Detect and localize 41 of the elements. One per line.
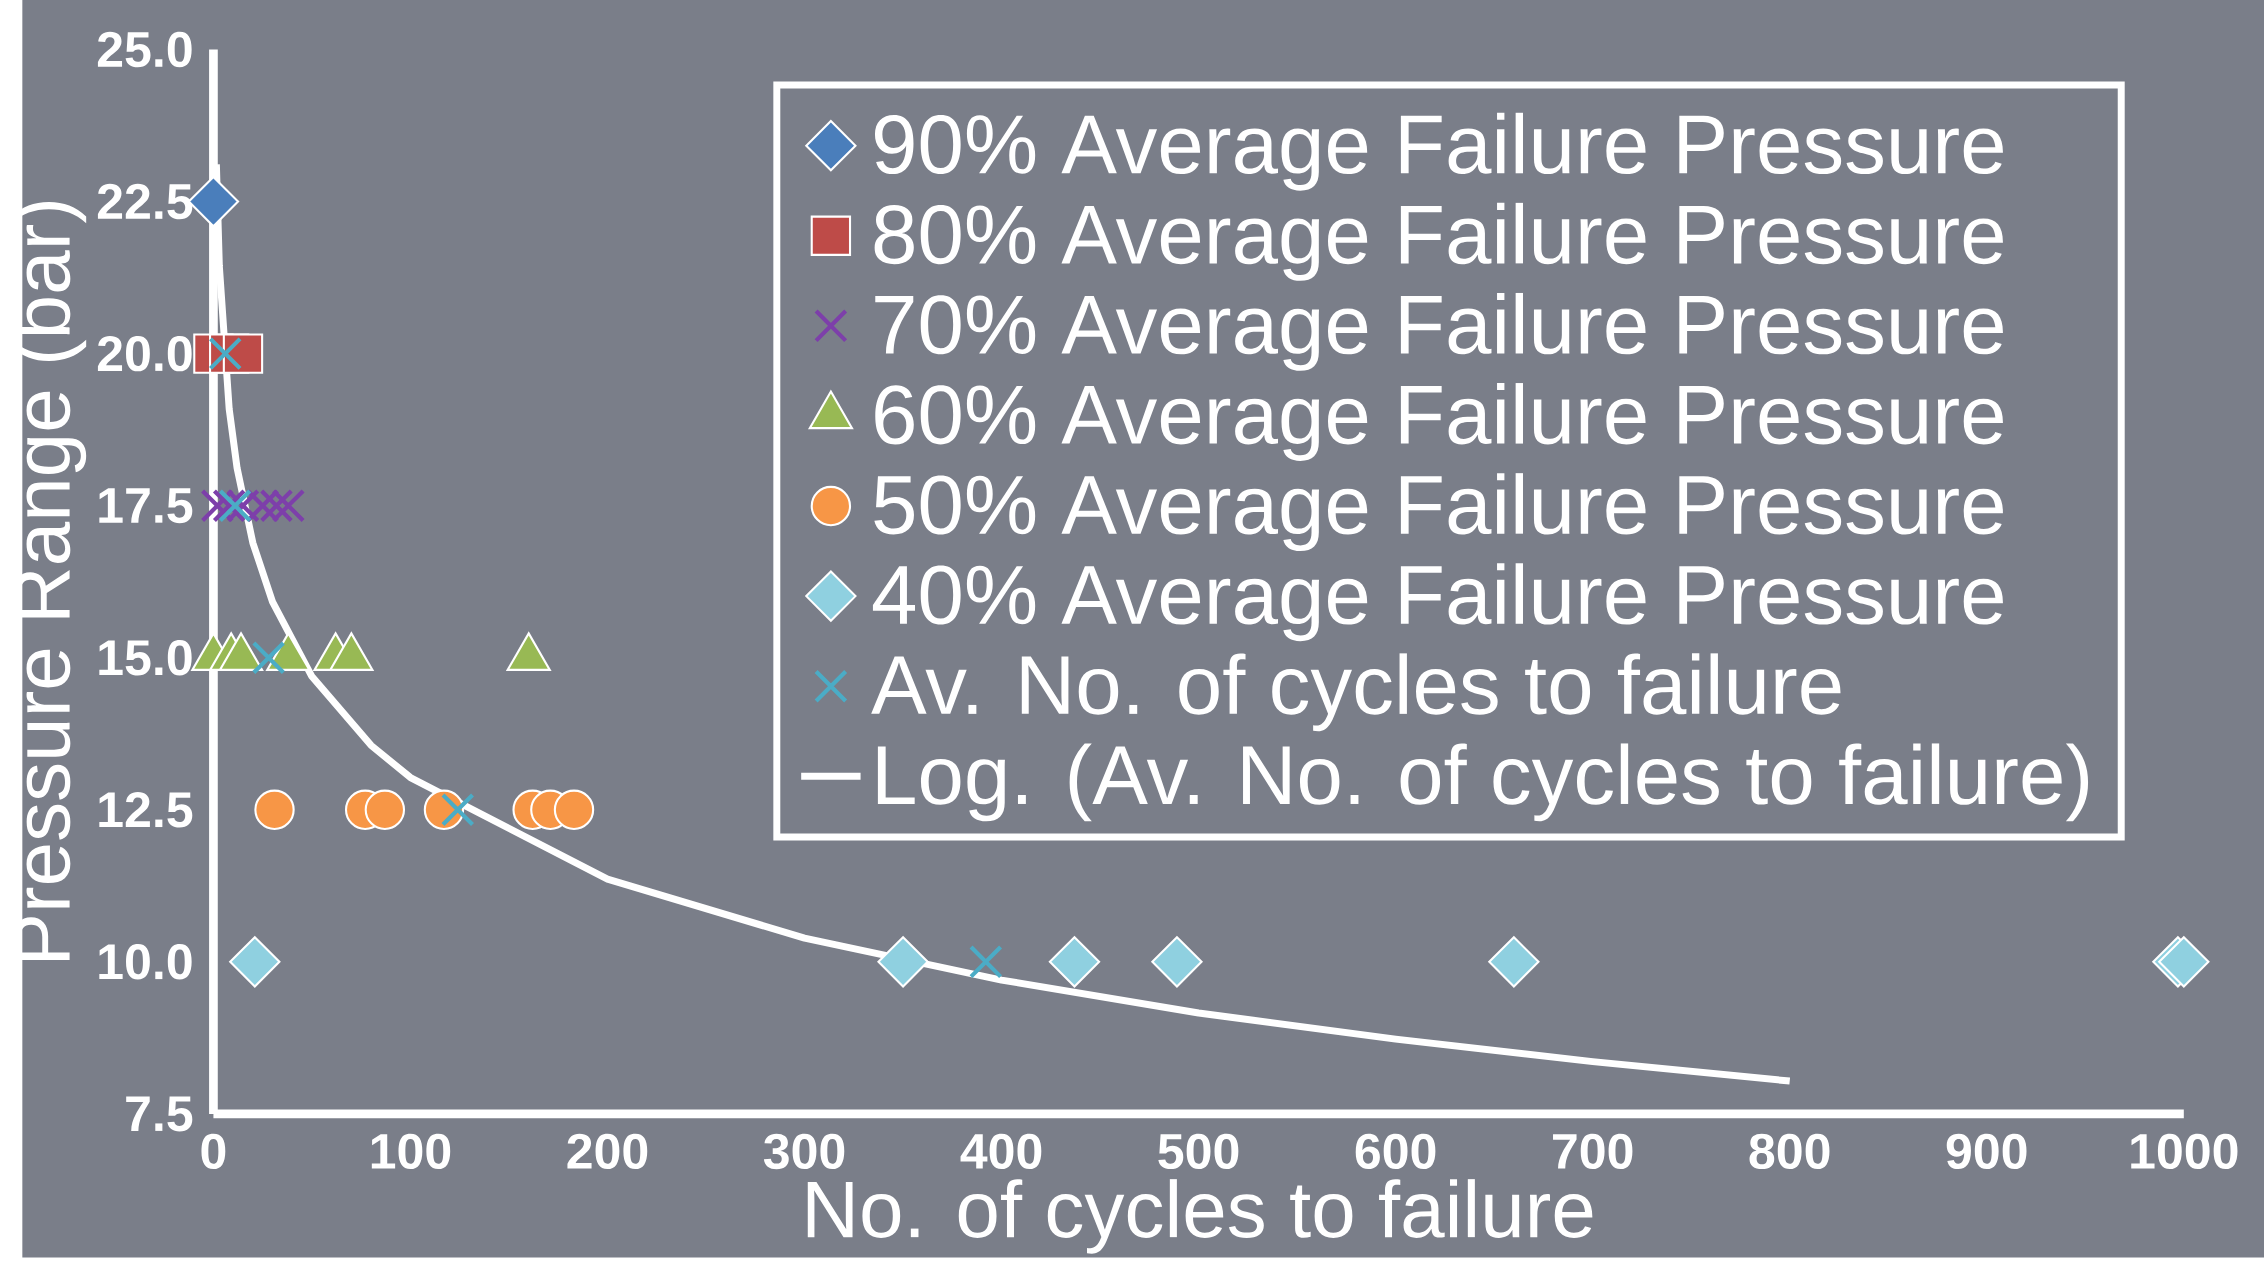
legend-label: 80% Average Failure Pressure xyxy=(874,202,2003,281)
legend-label: Log. (Av. No. of cycles to failure) xyxy=(877,743,2089,822)
x-axis-title: No. of cycles to failure xyxy=(807,1178,1593,1254)
point xyxy=(1488,936,1540,988)
y-tick-label: 20.0 xyxy=(97,335,192,372)
point xyxy=(251,640,286,675)
x-tick-label: 800 xyxy=(1749,1133,1830,1169)
y-tick-label: 7.5 xyxy=(126,1096,193,1132)
legend-label: 40% Average Failure Pressure xyxy=(872,563,2003,641)
x-tick-label: 1000 xyxy=(2131,1133,2238,1169)
point xyxy=(364,789,406,830)
legend-label: 50% Average Failure Pressure xyxy=(874,472,2003,551)
point xyxy=(218,488,252,523)
legend-label: 60% Average Failure Pressure xyxy=(875,382,2003,461)
y-tick-label: 25.0 xyxy=(97,31,192,68)
point xyxy=(1048,936,1101,988)
x-tick-label: 200 xyxy=(567,1133,648,1169)
y-tick-label: 22.5 xyxy=(97,183,193,220)
x-tick-label: 400 xyxy=(960,1133,1042,1169)
point xyxy=(254,789,295,830)
x-tick-label: 900 xyxy=(1946,1133,2027,1169)
x-tick-label: 600 xyxy=(1355,1133,1436,1169)
point xyxy=(208,336,243,371)
legend-label: Av. No. of cycles to failure xyxy=(871,653,1841,732)
point xyxy=(1151,936,1203,988)
legend-label: 70% Average Failure Pressure xyxy=(875,292,2003,371)
y-tick-label: 17.5 xyxy=(99,488,193,523)
x-tick-label: 700 xyxy=(1553,1133,1633,1169)
x-tick-label: 300 xyxy=(763,1133,845,1169)
point xyxy=(877,936,929,988)
y-tick-label: 15.0 xyxy=(99,639,192,676)
y-tick-label: 10.0 xyxy=(99,943,192,980)
point xyxy=(968,944,1003,979)
point xyxy=(2158,936,2210,988)
y-tick-label: 12.5 xyxy=(99,791,193,828)
point xyxy=(229,936,281,988)
x-tick-label: 0 xyxy=(201,1133,226,1169)
point xyxy=(553,789,595,830)
x-tick-label: 500 xyxy=(1158,1133,1239,1169)
x-tick-label: 100 xyxy=(371,1133,451,1169)
legend-label: 90% Average Failure Pressure xyxy=(874,112,2003,191)
